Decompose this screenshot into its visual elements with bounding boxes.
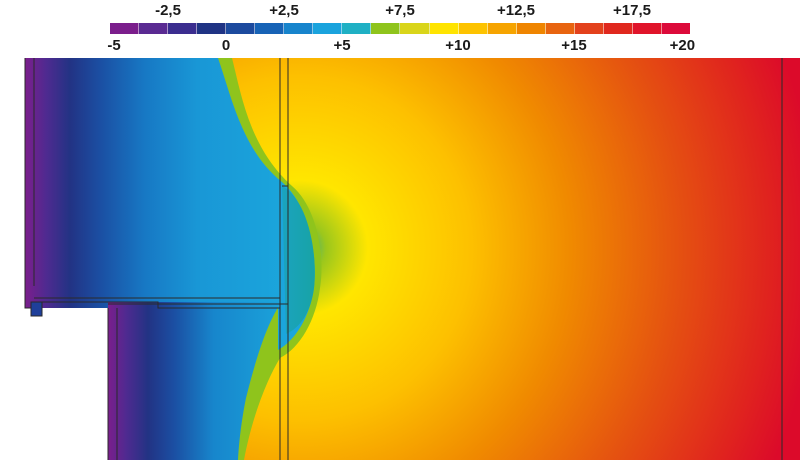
legend-color-cell bbox=[313, 23, 343, 34]
teal-bulge-zone bbox=[282, 186, 315, 334]
legend-color-cell bbox=[139, 23, 169, 34]
color-scale-legend: -2,5 +2,5 +7,5 +12,5 +17,5 -5 0 +5 +10 +15 +20 bbox=[0, 0, 800, 58]
legend-bottom-tick-label: +5 bbox=[333, 37, 351, 54]
legend-top-tick-label: +17,5 bbox=[613, 2, 651, 19]
legend-color-cell bbox=[342, 23, 372, 34]
drip-profile bbox=[30, 301, 43, 317]
temperature-field-diagram bbox=[0, 58, 800, 460]
legend-bottom-tick-label: -5 bbox=[107, 37, 121, 54]
legend-color-cell bbox=[110, 23, 140, 34]
legend-color-cell bbox=[400, 23, 430, 34]
legend-color-cell bbox=[371, 23, 401, 34]
legend-color-cell bbox=[603, 23, 633, 34]
legend-color-cell bbox=[255, 23, 285, 34]
legend-color-cell bbox=[197, 23, 227, 34]
legend-color-cell bbox=[632, 23, 662, 34]
legend-top-tick-label: +7,5 bbox=[385, 2, 415, 19]
cold-zone-upper bbox=[25, 58, 315, 350]
legend-color-cell bbox=[429, 23, 459, 34]
legend-top-tick-label: +12,5 bbox=[497, 2, 535, 19]
color-scale-bar bbox=[110, 23, 690, 34]
legend-color-cell bbox=[574, 23, 604, 34]
legend-color-cell bbox=[661, 23, 690, 34]
legend-bottom-tick-label: +10 bbox=[445, 37, 471, 54]
legend-top-tick-label: -2,5 bbox=[155, 2, 181, 19]
legend-color-cell bbox=[487, 23, 517, 34]
legend-color-cell bbox=[168, 23, 198, 34]
legend-color-cell bbox=[458, 23, 488, 34]
legend-color-cell bbox=[284, 23, 314, 34]
legend-color-cell bbox=[545, 23, 575, 34]
cold-zone-lower bbox=[108, 302, 282, 460]
legend-bottom-tick-label: +15 bbox=[561, 37, 587, 54]
legend-color-cell bbox=[516, 23, 546, 34]
legend-bottom-tick-label: +20 bbox=[669, 37, 696, 54]
legend-color-cell bbox=[226, 23, 256, 34]
legend-bottom-tick-label: 0 bbox=[221, 37, 231, 54]
legend-top-tick-label: +2,5 bbox=[269, 2, 299, 19]
